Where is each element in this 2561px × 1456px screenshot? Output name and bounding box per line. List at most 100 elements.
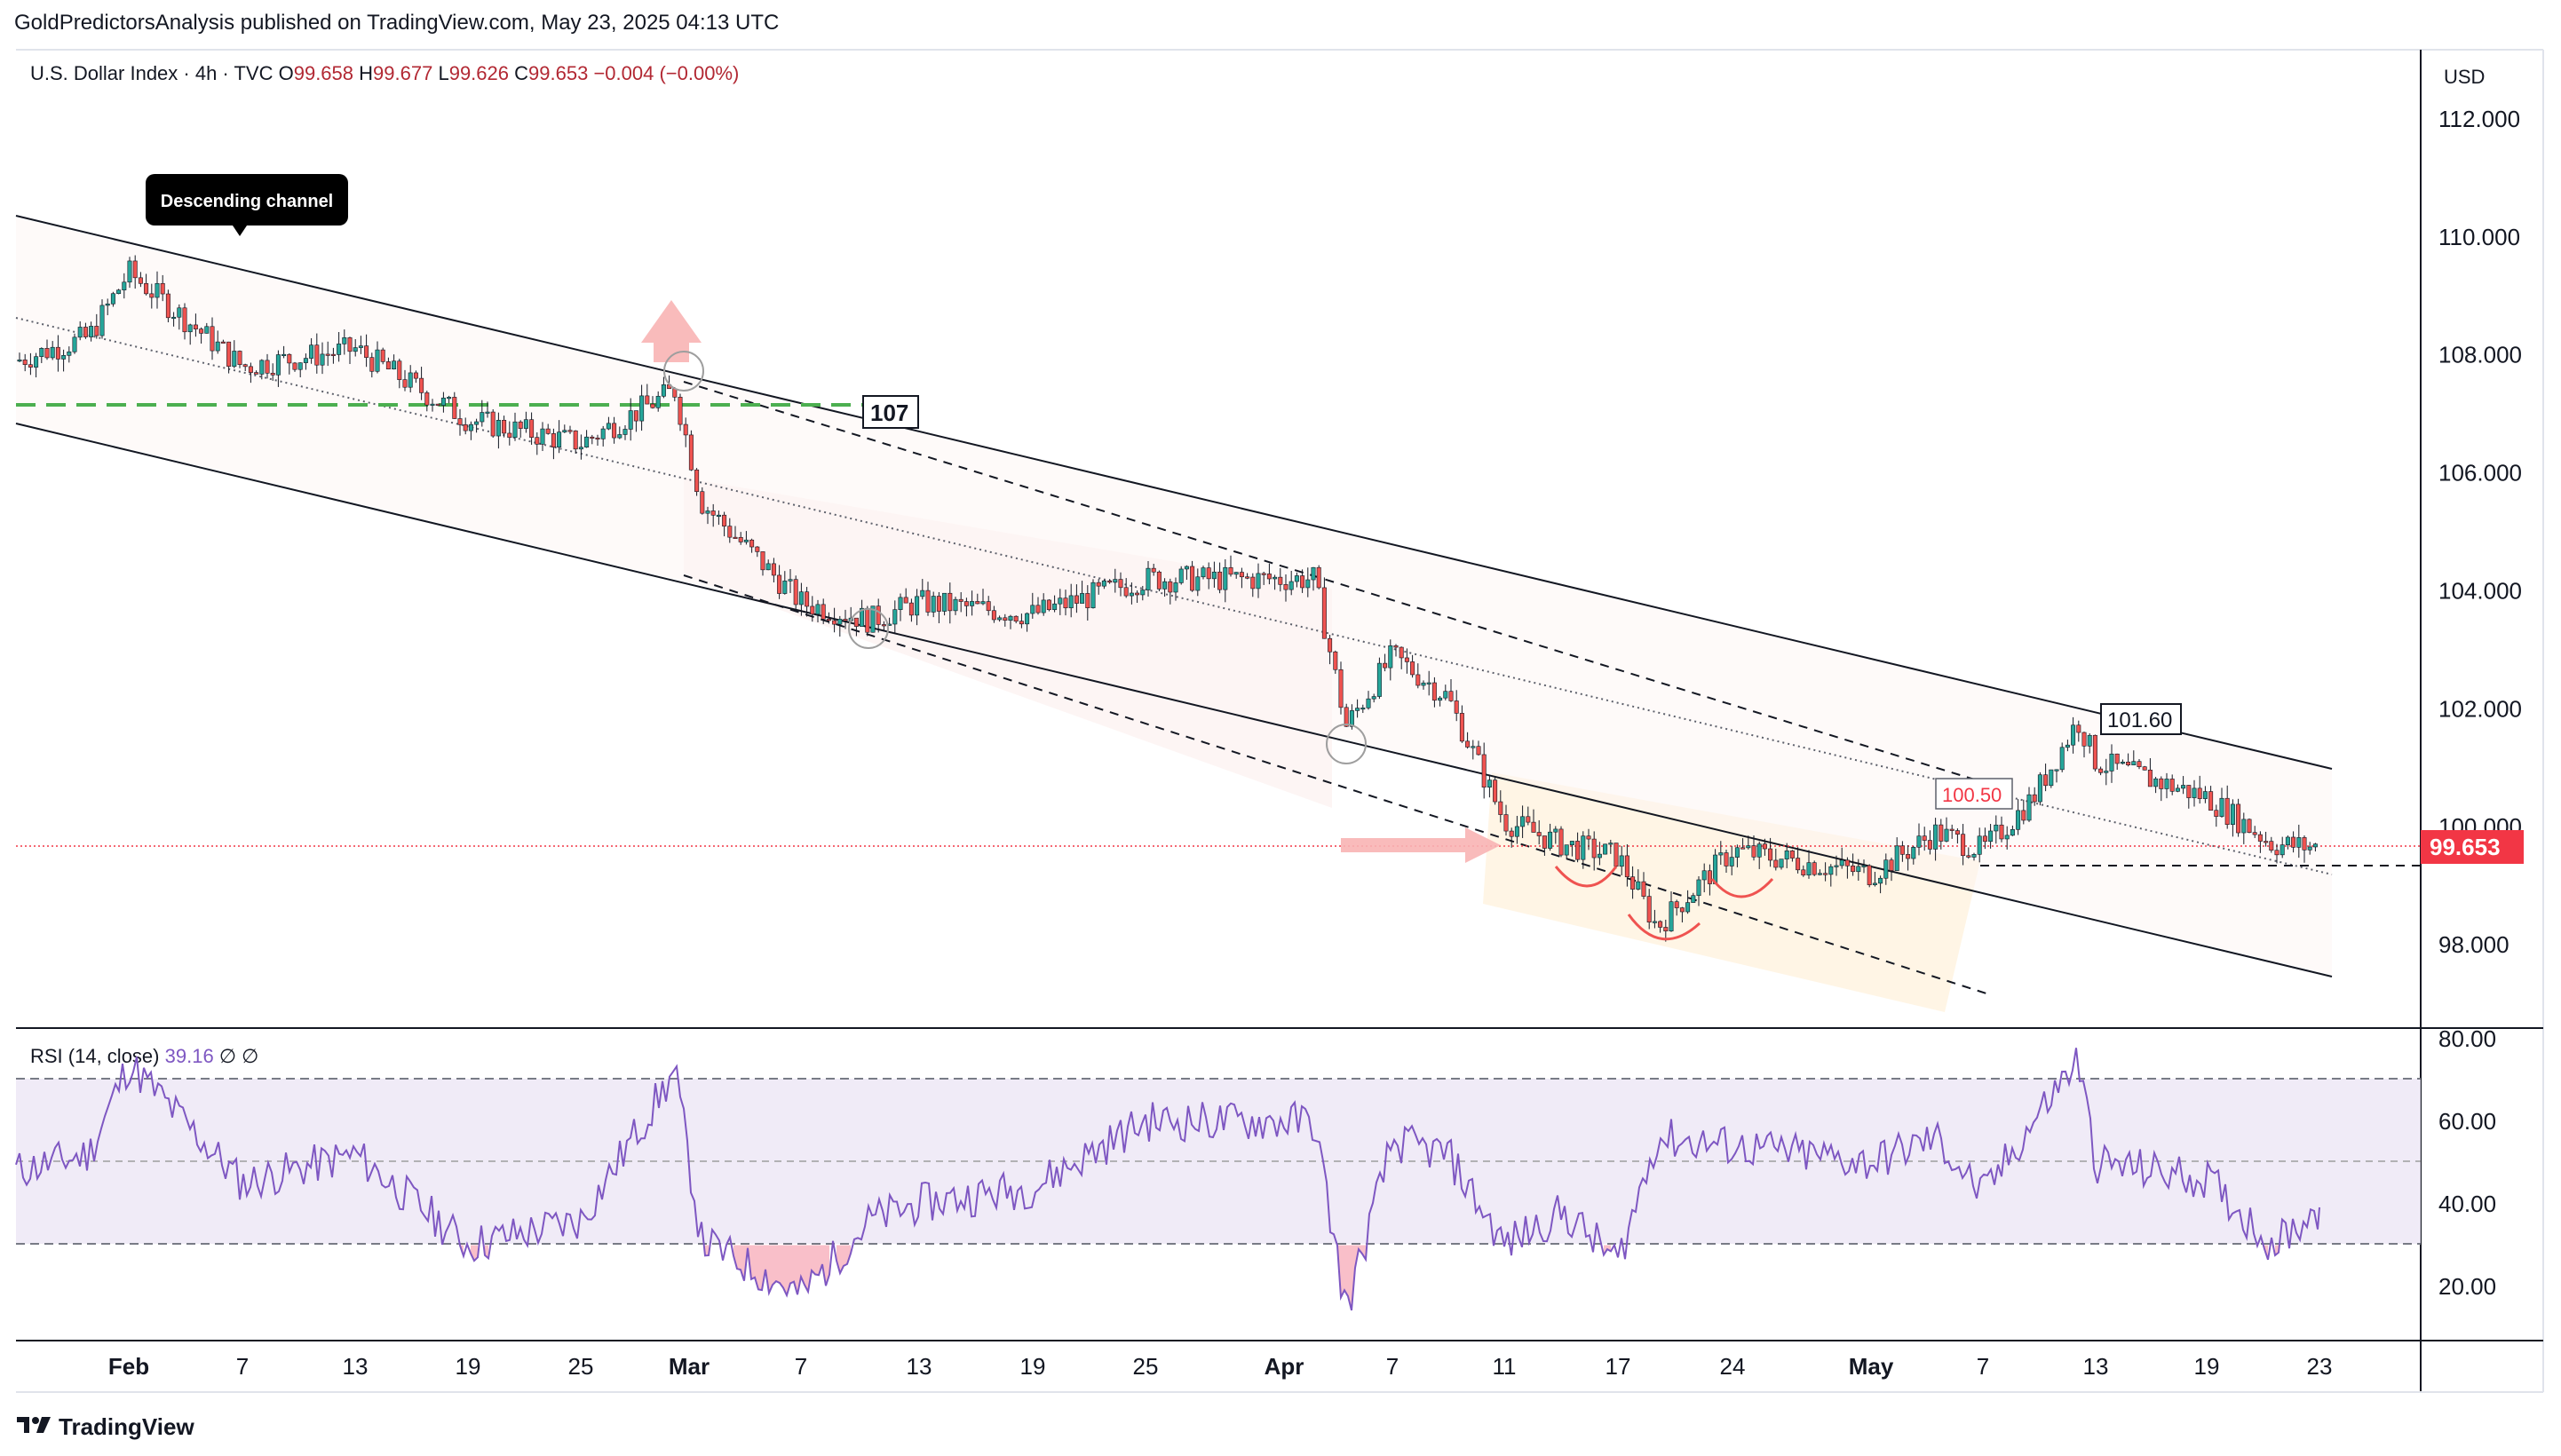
close-label: C xyxy=(514,62,529,84)
candle-body xyxy=(535,437,540,445)
candle-body xyxy=(771,563,776,576)
candle-body xyxy=(1679,907,1685,913)
candle-body xyxy=(248,366,253,373)
candle-body xyxy=(28,364,33,368)
candle-body xyxy=(22,360,28,366)
candle-body xyxy=(1768,848,1773,861)
candle-body xyxy=(1278,576,1283,585)
candle-body xyxy=(61,355,67,360)
candle-body xyxy=(364,345,369,358)
candle-body xyxy=(1135,592,1140,596)
candle-body xyxy=(1283,584,1288,590)
candle-body xyxy=(1201,567,1206,578)
candle-body xyxy=(617,434,622,439)
candle-body xyxy=(540,428,545,445)
candle-body xyxy=(1008,615,1013,621)
candle-body xyxy=(1041,599,1046,613)
candle-body xyxy=(523,419,528,429)
candle-body xyxy=(2169,779,2175,792)
rsi-axis[interactable]: 80.00 60.00 40.00 20.00 xyxy=(2438,1025,2496,1300)
candle-body xyxy=(408,372,413,388)
candle-body xyxy=(1597,853,1602,859)
candle-body xyxy=(89,326,94,337)
candle-body xyxy=(77,327,83,338)
candle-body xyxy=(99,305,105,336)
candle-body xyxy=(694,469,700,493)
candle-body xyxy=(1691,895,1696,903)
level-107-box xyxy=(862,395,919,429)
candle-body xyxy=(1388,645,1393,669)
candle-body xyxy=(1156,571,1162,590)
time-axis[interactable]: Feb 7 13 19 25 Mar 7 13 19 25 Apr 7 11 17 24 May 7 13 19 23 xyxy=(108,1353,2333,1380)
candle-body xyxy=(1906,854,1911,859)
candle-body xyxy=(485,411,490,414)
high-value: 99.677 xyxy=(373,62,433,84)
candle-body xyxy=(1151,567,1156,573)
candle-body xyxy=(1630,876,1636,890)
time-tick-label: 19 xyxy=(2194,1353,2220,1380)
candle-body xyxy=(1971,854,1977,858)
candle-body xyxy=(270,372,275,376)
channel-shade xyxy=(16,218,2332,975)
april-circle-marker xyxy=(1326,724,1367,764)
candle-body xyxy=(810,605,815,615)
candle-body xyxy=(562,430,567,432)
candle-body xyxy=(1828,866,1834,875)
candle-body xyxy=(716,514,721,518)
candle-body xyxy=(50,346,55,359)
tradingview-brand[interactable]: TradingView xyxy=(16,1413,194,1441)
last-price-tag xyxy=(2421,830,2524,864)
candle-body xyxy=(1982,835,1987,843)
candle-body xyxy=(710,510,716,516)
candle-body xyxy=(2257,834,2263,842)
candle-body xyxy=(2104,771,2109,773)
candle-body xyxy=(1977,835,1982,855)
candle-body xyxy=(1228,566,1233,575)
candle-body xyxy=(2291,836,2296,848)
time-tick-label: 25 xyxy=(1133,1353,1159,1380)
candle-body xyxy=(232,351,237,368)
candle-body xyxy=(127,260,132,283)
candle-body xyxy=(39,348,44,357)
rsi-tick-label: 20.00 xyxy=(2438,1273,2496,1300)
candle-body xyxy=(2131,761,2137,765)
close-value: 99.653 xyxy=(528,62,589,84)
rsi-line[interactable] xyxy=(15,1048,2320,1311)
candle-body xyxy=(507,432,512,439)
candle-body xyxy=(242,364,248,368)
inner-channel-lower xyxy=(683,574,1990,995)
candle-body xyxy=(700,491,705,514)
candle-body xyxy=(1685,902,1691,913)
candle-body xyxy=(1173,582,1178,593)
candle-body xyxy=(2153,778,2159,787)
candle-body xyxy=(292,362,297,370)
candle-body xyxy=(2054,769,2059,772)
candle-body xyxy=(975,601,980,605)
channel-lower-line[interactable] xyxy=(15,423,2333,977)
candle-body xyxy=(2109,753,2114,772)
down-arrow-marker xyxy=(641,300,702,362)
candle-body xyxy=(903,597,908,604)
candle-body xyxy=(413,372,418,379)
candle-body xyxy=(2280,844,2285,856)
candle-body xyxy=(1223,566,1228,590)
price-tick-label: 102.000 xyxy=(2438,695,2522,722)
candle-body xyxy=(1520,816,1526,827)
candle-body xyxy=(881,624,886,627)
time-tick-label: 13 xyxy=(343,1353,369,1380)
symbol-name[interactable]: U.S. Dollar Index · 4h · TVC xyxy=(30,62,274,84)
candle-body xyxy=(870,605,876,633)
candle-body xyxy=(1558,828,1564,856)
candle-body xyxy=(557,431,562,447)
candle-body xyxy=(1734,847,1740,858)
descending-channel-label: Descending channel xyxy=(161,192,334,211)
candles-group xyxy=(17,255,2318,942)
channel-upper-line[interactable] xyxy=(15,215,2333,770)
candle-body xyxy=(1949,828,1954,831)
candle-body xyxy=(1454,700,1459,714)
callout-pointer xyxy=(233,226,247,236)
candle-body xyxy=(480,412,485,423)
candle-body xyxy=(1927,840,1932,850)
candle-body xyxy=(1916,835,1922,848)
